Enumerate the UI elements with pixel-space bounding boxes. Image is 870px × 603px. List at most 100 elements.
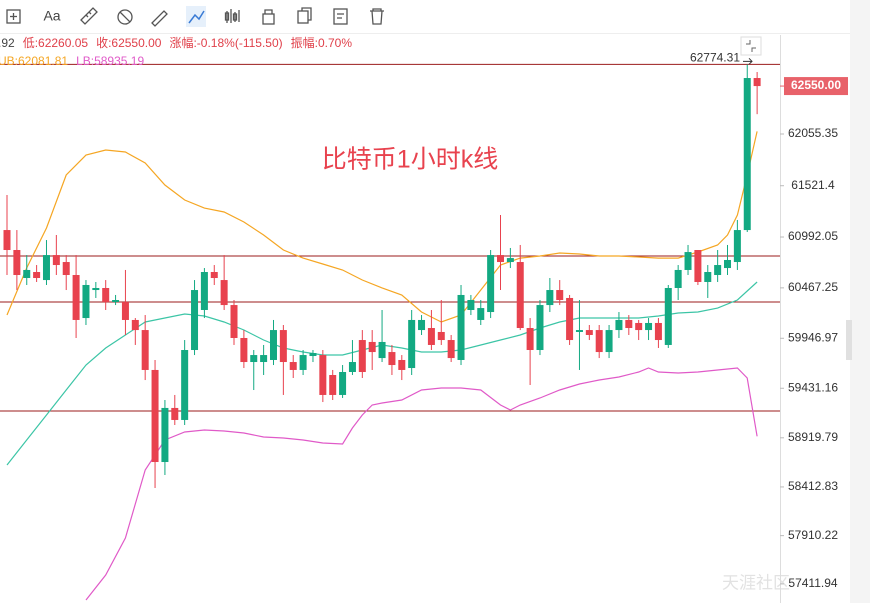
candle-body: [704, 272, 712, 282]
last-price-tag: [784, 77, 848, 96]
y-tick-label: 58412.83: [788, 479, 838, 493]
candle-body: [220, 280, 228, 306]
candle-body: [92, 287, 100, 291]
candle-body: [694, 250, 702, 282]
candle-body: [398, 359, 406, 370]
candle-body: [546, 290, 554, 306]
candle-body: [260, 355, 268, 363]
candle-body: [467, 300, 475, 310]
price-line-label: 62774.31: [690, 50, 740, 64]
y-tick-label: 59431.16: [788, 380, 838, 394]
candle-body: [151, 369, 159, 463]
candle-body: [575, 330, 583, 332]
tool-pen[interactable]: [151, 10, 168, 27]
candle-body: [566, 297, 574, 341]
candle-body: [536, 305, 544, 351]
tool-copy[interactable]: [297, 7, 312, 24]
tool-crosshair[interactable]: [6, 9, 21, 24]
legend-label: UB:62081.81: [0, 54, 68, 68]
candle-body: [171, 407, 179, 420]
candle-body: [516, 262, 524, 329]
candle-body: [33, 272, 41, 279]
candle-body: [418, 319, 426, 331]
tool-lock[interactable]: [262, 9, 275, 25]
candle-body: [408, 319, 416, 369]
candle-body: [437, 331, 445, 341]
candle-body: [753, 78, 761, 87]
info-item: 振幅:0.70%: [291, 35, 353, 50]
candle-body: [348, 362, 356, 373]
candle-body: [191, 290, 199, 351]
candle-body: [309, 353, 317, 357]
candle-body: [368, 341, 376, 353]
plot-area: [0, 63, 780, 601]
candle-body: [121, 302, 129, 320]
tool-trend[interactable]: [186, 6, 206, 27]
candle-body: [23, 269, 31, 279]
candle-body: [635, 322, 643, 331]
candle-body: [497, 255, 504, 263]
candle-body: [141, 330, 149, 370]
candle-body: [457, 294, 465, 360]
price-line-arrow: [743, 57, 753, 65]
candle-body: [605, 330, 613, 353]
y-tick-label: 57411.94: [788, 576, 837, 590]
candle-body: [102, 287, 110, 303]
y-tick-label: 61521.4: [791, 178, 835, 192]
watermark: 天涯社区: [722, 573, 790, 592]
candle-body: [506, 258, 514, 263]
candle-body: [13, 250, 21, 276]
candle-body: [161, 407, 169, 463]
candle-body: [131, 319, 139, 331]
candle-body: [733, 230, 741, 263]
candle-body: [62, 262, 70, 276]
candle-body: [378, 341, 386, 359]
candle-body: [585, 330, 593, 335]
toolbar: Aa: [6, 6, 384, 27]
candle-body: [654, 322, 662, 341]
candle-body: [714, 265, 722, 276]
tool-candles[interactable]: [224, 9, 240, 23]
y-tick-label: 57910.22: [788, 528, 838, 542]
candle-body: [230, 305, 238, 338]
candle-body: [674, 269, 682, 288]
candle-body: [289, 362, 297, 370]
tool-ruler[interactable]: [80, 7, 98, 25]
band-line: [6, 281, 758, 466]
candle-body: [684, 252, 692, 270]
tool-text[interactable]: Aa: [43, 8, 60, 24]
candle-body: [477, 308, 485, 320]
tool-delete[interactable]: [370, 8, 384, 25]
band-line: [85, 367, 758, 601]
candle-body: [526, 328, 534, 351]
candle-body: [447, 340, 455, 359]
candle-body: [42, 255, 50, 281]
candle-body: [319, 355, 327, 395]
candle-body: [82, 284, 90, 319]
info-item: .92: [0, 36, 15, 50]
y-tick-label: 60467.25: [788, 280, 838, 294]
candle-body: [52, 255, 60, 266]
candle-body: [427, 328, 435, 345]
y-tick-label: 59946.97: [788, 330, 838, 344]
y-tick-label: 62055.35: [788, 126, 838, 140]
candle-body: [595, 330, 603, 353]
candle-body: [724, 259, 732, 269]
side-handle[interactable]: [846, 320, 852, 360]
last-price-label: 62550.00: [791, 78, 841, 92]
fullscreen-button[interactable]: [740, 36, 762, 56]
info-item: 涨幅:-0.18%(-115.50): [169, 35, 282, 50]
info-item: 收:62550.00: [96, 36, 162, 50]
candle-body: [269, 330, 277, 360]
tool-note[interactable]: [333, 8, 348, 25]
candle-body: [556, 290, 564, 301]
y-tick-label: 58919.79: [788, 430, 838, 444]
candle-body: [210, 272, 218, 279]
candle-body: [358, 340, 366, 373]
candle-body: [181, 350, 189, 420]
candle-body: [645, 322, 653, 331]
tool-eraser[interactable]: [117, 9, 133, 25]
candle-body: [240, 337, 248, 363]
candle-body: [339, 372, 347, 395]
